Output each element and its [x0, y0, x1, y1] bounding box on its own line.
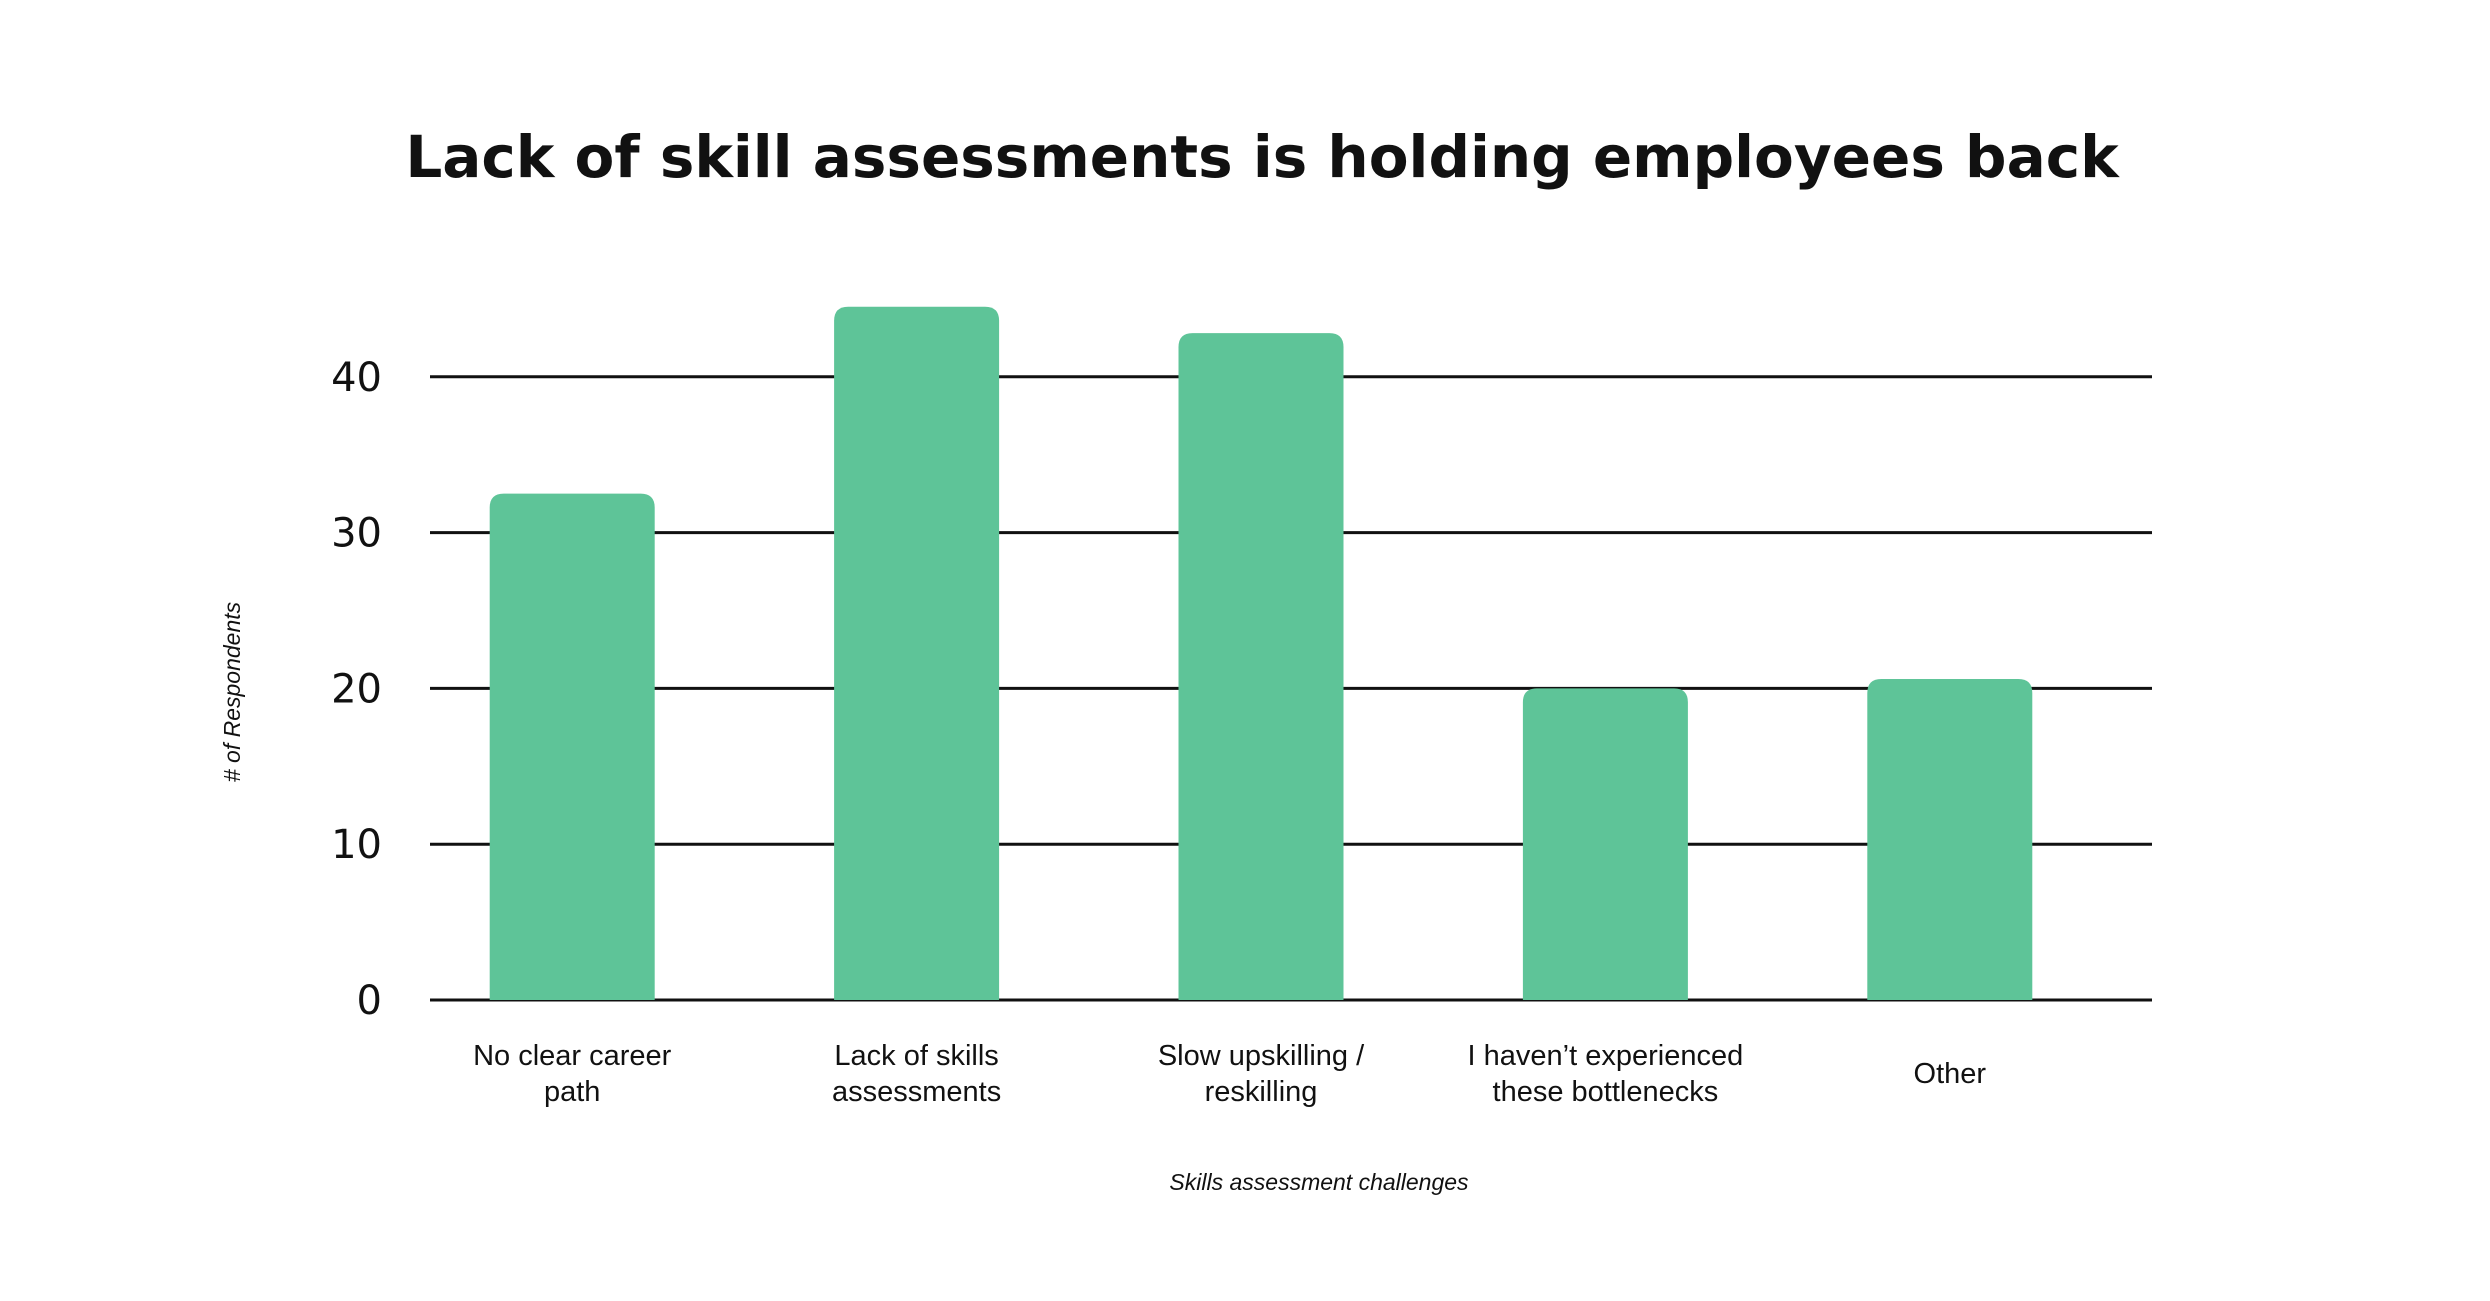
y-tick-label-0: 0 — [357, 978, 382, 1024]
bars — [489, 306, 2033, 1000]
y-tick-label-40: 40 — [331, 355, 382, 401]
y-tick-label-20: 20 — [331, 666, 382, 712]
bar-1 — [489, 493, 655, 1000]
x-category-label-2: Lack of skills assessments — [832, 1040, 1001, 1108]
bar-5 — [1867, 679, 2033, 1000]
chart-title: Lack of skill assessments is holding emp… — [405, 123, 2120, 191]
bar-4 — [1522, 688, 1688, 1000]
x-axis-categories: No clear career path Lack of skills assessm… — [473, 1040, 1986, 1108]
x-category-label-4: I haven’t experienced these bottlenecks — [1468, 1040, 1744, 1108]
bar-3 — [1178, 333, 1344, 1000]
y-tick-label-10: 10 — [331, 822, 382, 868]
y-axis-ticks: 0 10 20 30 40 — [331, 355, 382, 1024]
x-axis-label: Skills assessment challenges — [1169, 1169, 1469, 1195]
bar-2 — [834, 306, 1000, 1000]
x-category-label-3: Slow upskilling / reskilling — [1158, 1040, 1365, 1108]
y-axis-label: # of Respondents — [219, 601, 245, 782]
x-category-label-1: No clear career path — [473, 1040, 672, 1108]
y-tick-label-30: 30 — [331, 511, 382, 557]
x-category-label-5: Other — [1914, 1058, 1987, 1090]
